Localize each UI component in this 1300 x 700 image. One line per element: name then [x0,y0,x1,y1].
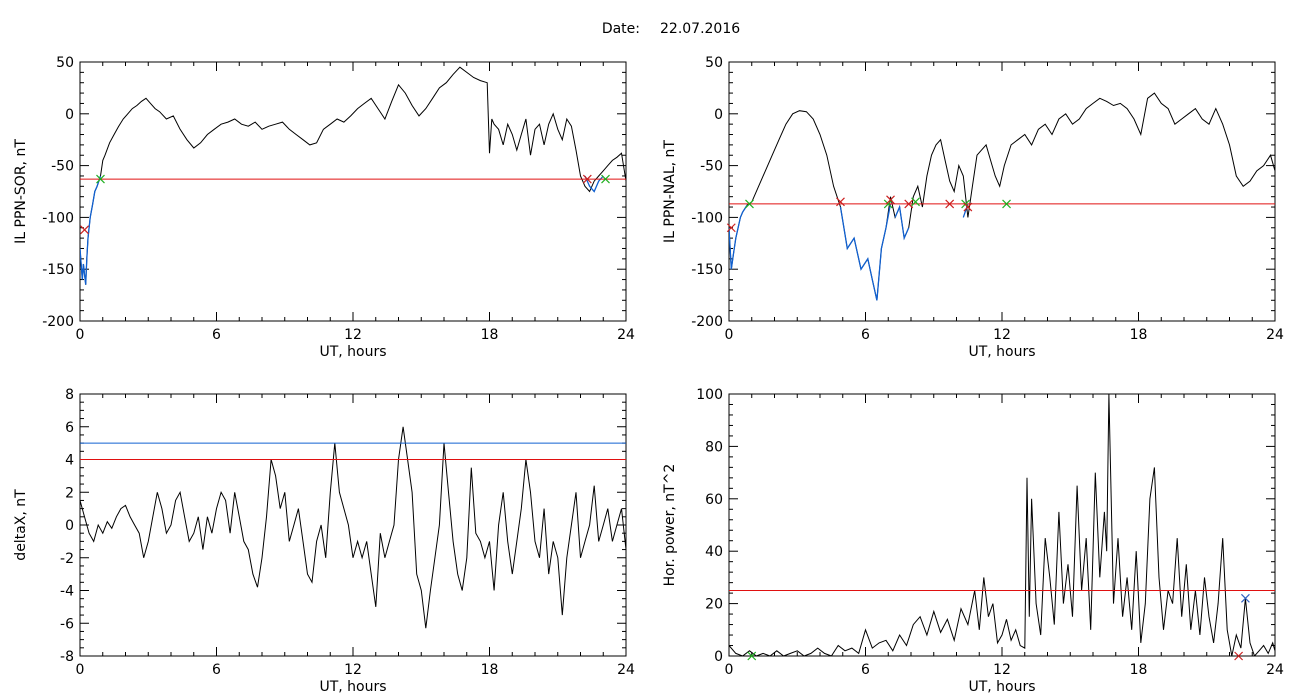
x-axis-label: UT, hours [968,679,1035,695]
plot-area [729,394,1275,656]
y-tick-label: 80 [705,439,723,455]
x-tick-label: 18 [481,327,499,343]
cross-marker [883,199,893,209]
y-tick-label: 2 [65,485,74,501]
y-tick-label: -200 [691,314,723,330]
x-tick-label: 0 [725,662,734,678]
x-tick-label: 12 [993,662,1011,678]
y-tick-label: 50 [705,55,723,71]
cross-marker [963,202,973,212]
x-tick-label: 12 [993,327,1011,343]
y-tick-label: 50 [56,55,74,71]
y-tick-label: 6 [65,420,74,436]
plot-frame [728,61,1276,322]
x-tick-label: 0 [76,327,85,343]
highlight-segment [839,203,892,301]
y-tick-label: 60 [705,492,723,508]
y-tick-label: -2 [60,551,74,567]
y-tick-label: -200 [42,314,74,330]
chart-panel-hor-power: 0 6 12 18 24 0 20 40 60 80 100 UT, hours Hor. power,… [662,387,1284,695]
x-tick-label: 24 [617,662,635,678]
plot-frame [79,393,627,657]
series-line [729,394,1275,656]
cross-marker [582,174,592,184]
y-tick-label: 8 [65,387,74,403]
x-tick-label: 18 [1130,327,1148,343]
cross-marker [80,225,89,235]
y-tick-label: -6 [60,616,74,632]
y-tick-label: 20 [705,597,723,613]
plot-area [729,92,1275,301]
y-axis-label: Hor. power, nT^2 [662,464,678,587]
cross-marker [1002,199,1011,209]
cross-marker [836,197,845,207]
highlight-segment [729,204,748,270]
x-tick-label: 0 [725,327,734,343]
cross-marker [726,223,736,233]
y-tick-label: -100 [42,210,74,226]
y-tick-label: 100 [696,387,723,403]
x-tick-label: 24 [617,327,635,343]
highlight-segment [80,175,102,285]
y-tick-label: -150 [42,262,74,278]
cross-marker [911,197,920,207]
series-line [80,426,626,629]
x-tick-label: 6 [212,327,221,343]
x-tick-label: 0 [76,662,85,678]
y-axis-label: deltaX, nT [13,489,29,561]
y-tick-label: -8 [60,649,74,665]
y-tick-label: 0 [714,649,723,665]
series-line [729,92,1275,301]
chart-panel-ppn-nal: 0 6 12 18 24 -200 -150 -100 -50 0 50 UT, hours IL PP… [662,55,1284,360]
chart-panel-ppn-sor: 0 6 12 18 24 -200 -150 -100 -50 0 50 UT, hours IL PP… [13,55,635,360]
y-tick-label: 4 [65,453,74,469]
cross-marker [747,651,757,661]
y-tick-label: 0 [65,107,74,123]
y-tick-label: -50 [51,159,74,175]
cross-marker [886,195,895,205]
plot-area [80,426,626,629]
x-tick-label: 12 [344,327,362,343]
x-axis-label: UT, hours [319,679,386,695]
cross-marker [945,199,955,209]
y-tick-label: -50 [700,159,723,175]
cross-marker [601,174,610,184]
x-axis-label: UT, hours [968,344,1035,360]
y-tick-label: 40 [705,544,723,560]
x-tick-label: 18 [1130,662,1148,678]
y-tick-label: -100 [691,210,723,226]
x-tick-label: 6 [861,662,870,678]
x-tick-label: 6 [212,662,221,678]
x-tick-label: 18 [481,662,499,678]
highlight-segment [894,204,910,241]
x-tick-label: 12 [344,662,362,678]
date-value: 22.07.2016 [660,21,740,37]
y-axis-label: IL PPN-NAL, nT [662,140,678,243]
date-label: Date: [602,21,640,37]
x-tick-label: 24 [1266,662,1284,678]
x-axis-label: UT, hours [319,344,386,360]
plot-frame [79,61,627,322]
cross-marker [96,174,105,184]
cross-marker [904,199,914,209]
series-line [80,66,626,285]
plot-area [80,66,626,285]
y-tick-label: -150 [691,262,723,278]
y-tick-label: -4 [60,584,74,600]
x-tick-label: 24 [1266,327,1284,343]
plot-frame [728,393,1276,657]
cross-marker [1241,593,1250,603]
cross-marker [1234,651,1244,661]
y-tick-label: 0 [714,107,723,123]
y-axis-label: IL PPN-SOR, nT [13,139,29,244]
y-tick-label: 0 [65,518,74,534]
cross-marker [745,199,754,209]
x-tick-label: 6 [861,327,870,343]
